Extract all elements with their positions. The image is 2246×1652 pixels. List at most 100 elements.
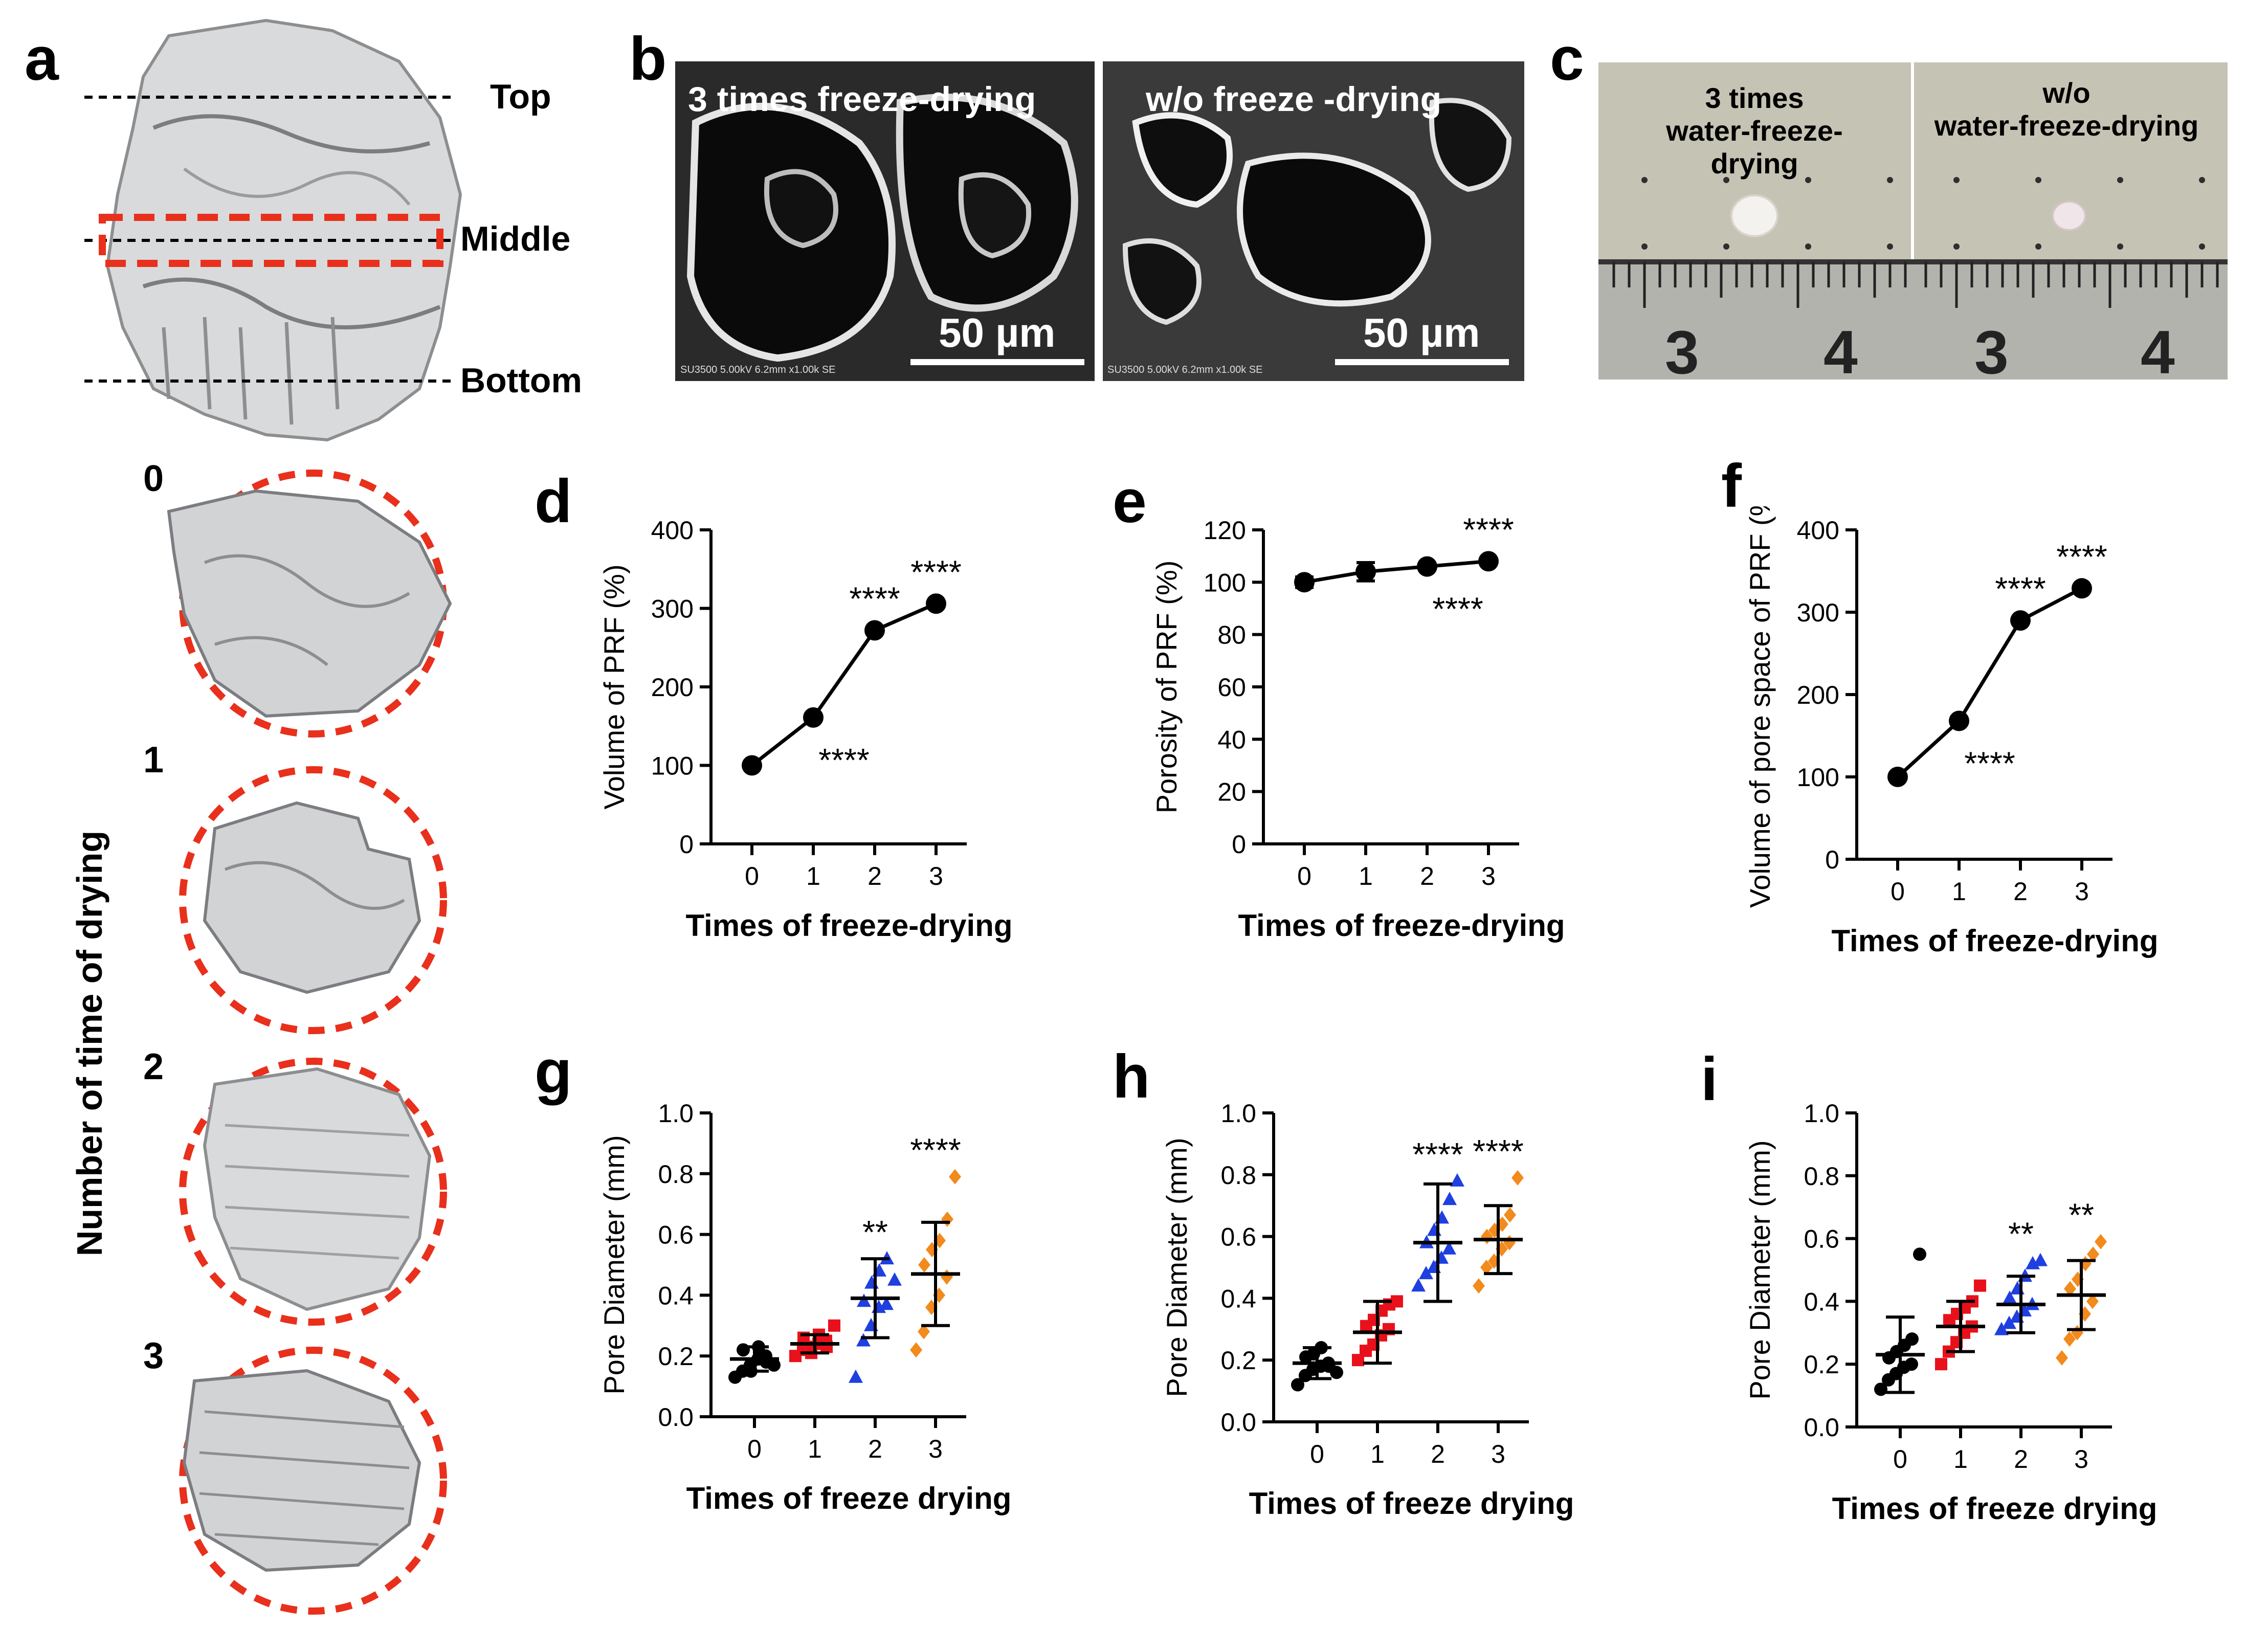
significance-label: **** — [1995, 570, 2046, 607]
chart-d: 0 100 200 300 400 0 1 2 3 Times of freeze-drying V… — [598, 516, 1013, 943]
data-point — [910, 1342, 922, 1358]
x-tick-label: 0 — [1891, 877, 1905, 906]
y-tick-label: 200 — [651, 673, 694, 702]
data-point — [949, 1169, 961, 1185]
x-tick-label: 0 — [1297, 862, 1311, 890]
x-tick-label: 3 — [929, 862, 943, 890]
y-axis-title: Volume of PRF (%) — [598, 564, 630, 809]
y-tick-label: 0.8 — [1804, 1162, 1839, 1191]
panel-label-d: d — [535, 467, 572, 535]
ruler-right-4: 4 — [2141, 318, 2175, 387]
data-point — [1503, 1235, 1516, 1251]
data-point — [1442, 1192, 1457, 1205]
significance-label: **** — [1412, 1136, 1463, 1173]
data-point — [941, 1269, 953, 1285]
data-point — [1478, 551, 1499, 572]
y-tick-label: 0.4 — [658, 1281, 694, 1310]
drying-count-2: 2 — [143, 1046, 164, 1087]
data-point — [767, 1358, 781, 1372]
data-point — [1935, 1358, 1947, 1371]
y-tick-label: 400 — [1797, 516, 1839, 545]
data-point — [1874, 1382, 1887, 1396]
data-point — [1417, 556, 1437, 577]
scan-top-view — [105, 18, 462, 442]
series-line — [1304, 559, 1489, 584]
significance-label: **** — [2056, 538, 2107, 575]
section-1 — [179, 766, 447, 1034]
y-tick-label: 0.2 — [1804, 1350, 1839, 1379]
vertical-axis-label: Number of time of drying — [70, 830, 109, 1257]
x-tick-label: 3 — [2075, 877, 2089, 906]
significance-label: **** — [910, 553, 962, 590]
y-axis-title: Pore Diameter (mm) — [1744, 1140, 1776, 1399]
y-tick-label: 0.6 — [1804, 1225, 1839, 1254]
sem-left-label: 3 times freeze-drying — [688, 80, 1036, 119]
data-point — [941, 1211, 953, 1227]
series-line — [1896, 587, 2083, 778]
y-tick-label: 300 — [651, 595, 694, 623]
panel-label-i: i — [1701, 1045, 1718, 1113]
x-tick-label: 1 — [808, 1435, 822, 1463]
chart-e: 0 20 40 60 80 100 120 0 1 2 3 Times of freeze-dryin… — [1150, 511, 1565, 943]
y-axis-title: Volume of pore space of PRF (%) — [1744, 506, 1776, 908]
data-point — [856, 1333, 871, 1347]
data-point — [2086, 1293, 2099, 1309]
data-point — [1419, 1266, 1433, 1280]
data-point — [1355, 561, 1376, 582]
data-point — [2056, 1350, 2068, 1366]
panel-label-a: a — [25, 25, 59, 93]
x-axis-title: Times of freeze-drying — [1238, 908, 1565, 943]
x-tick-label: 3 — [1481, 862, 1496, 890]
data-point — [2010, 610, 2031, 631]
x-tick-label: 1 — [1370, 1440, 1385, 1468]
x-axis-title: Times of freeze-drying — [685, 908, 1012, 943]
label-middle: Middle — [460, 219, 571, 258]
label-top: Top — [490, 77, 551, 116]
data-point — [1291, 1378, 1304, 1392]
x-tick-label: 2 — [868, 862, 882, 890]
ruler-right-3: 3 — [1974, 318, 2009, 387]
y-tick-label: 80 — [1217, 621, 1246, 650]
y-tick-label: 300 — [1797, 598, 1839, 627]
significance-label: ** — [862, 1214, 888, 1251]
drying-count-3: 3 — [143, 1335, 164, 1376]
data-point — [879, 1297, 894, 1310]
ruler-left-3: 3 — [1665, 318, 1699, 387]
data-point — [2003, 1290, 2017, 1304]
data-point — [1511, 1170, 1524, 1186]
significance-label: **** — [1964, 745, 2015, 782]
panel-label-b: b — [629, 25, 667, 93]
label-bottom: Bottom — [460, 361, 582, 400]
y-tick-label: 0.2 — [658, 1342, 694, 1371]
data-point — [926, 593, 946, 614]
x-tick-label: 0 — [745, 862, 759, 890]
y-tick-label: 200 — [1797, 681, 1839, 709]
x-axis-title: Times of freeze drying — [1249, 1486, 1574, 1521]
drying-count-1: 1 — [143, 740, 164, 780]
series-line — [750, 602, 937, 767]
y-tick-label: 0.0 — [1804, 1413, 1839, 1442]
x-tick-label: 1 — [1953, 1445, 1968, 1474]
significance-label: ** — [2069, 1197, 2094, 1234]
y-tick-label: 1.0 — [1804, 1099, 1839, 1128]
data-point — [918, 1324, 930, 1340]
y-axis-title: Porosity of PRF (%) — [1150, 561, 1183, 814]
y-tick-label: 20 — [1217, 778, 1246, 807]
data-point — [1294, 572, 1315, 593]
significance-label: **** — [1473, 1133, 1524, 1170]
photo-right-label-line2: water-freeze-drying — [1934, 109, 2199, 142]
data-point — [2087, 1246, 2099, 1262]
photo-left-label: 3 times water-freeze-drying — [1637, 82, 1872, 180]
data-point — [1974, 1279, 1986, 1292]
y-tick-label: 0 — [679, 830, 694, 859]
y-tick-label: 0.4 — [1220, 1284, 1256, 1313]
data-point — [887, 1272, 902, 1286]
data-point — [2063, 1331, 2076, 1347]
data-point — [2033, 1253, 2048, 1266]
chart-h: 0.0 0.2 0.4 0.6 0.8 1.0 0 1 2 3 Times of freeze dr… — [1161, 1099, 1574, 1521]
section-2 — [179, 1058, 447, 1326]
data-point — [1391, 1295, 1403, 1308]
data-point — [864, 620, 885, 641]
x-tick-label: 2 — [2014, 1445, 2028, 1474]
sem-right-label: w/o freeze -drying — [1146, 80, 1442, 119]
